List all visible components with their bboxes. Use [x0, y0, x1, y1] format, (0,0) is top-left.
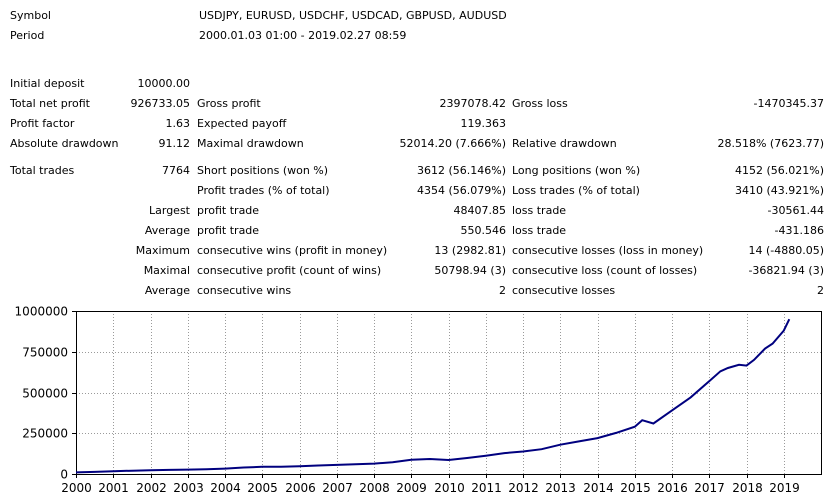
max-consecutive-wins-label: consecutive wins (profit in money)	[197, 244, 388, 257]
y-tick-label: 1000000	[15, 305, 68, 319]
x-tick-label: 2006	[285, 481, 316, 495]
initial-deposit-value: 10000.00	[137, 77, 191, 90]
maximum-label: Maximum	[135, 244, 190, 257]
y-tick-label: 750000	[22, 346, 68, 360]
gross-loss-value: -1470345.37	[753, 97, 824, 110]
average-label: Average	[144, 224, 190, 237]
balance-line	[75, 318, 791, 474]
x-tick-label: 2019	[769, 481, 800, 495]
max-consecutive-wins-value: 13 (2982.81)	[434, 244, 506, 257]
relative-drawdown-value: 28.518% (7623.77)	[717, 137, 824, 150]
average-loss-trade-label: loss trade	[512, 224, 567, 237]
average-profit-trade-value: 550.546	[460, 224, 507, 237]
x-tick-label: 2008	[359, 481, 390, 495]
relative-drawdown-label: Relative drawdown	[512, 137, 617, 150]
largest-loss-trade-value: -30561.44	[767, 204, 824, 217]
largest-profit-trade-value: 48407.85	[453, 204, 507, 217]
largest-profit-trade-label: profit trade	[197, 204, 260, 217]
x-tick-label: 2003	[173, 481, 204, 495]
x-tick-label: 2009	[396, 481, 427, 495]
x-tick-label: 2018	[732, 481, 763, 495]
loss-trades-label: Loss trades (% of total)	[512, 184, 640, 197]
period-value: 2000.01.03 01:00 - 2019.02.27 08:59	[199, 29, 407, 42]
total-trades-value: 7764	[162, 164, 190, 177]
long-positions-label: Long positions (won %)	[512, 164, 641, 177]
gross-loss-label: Gross loss	[512, 97, 568, 110]
y-axis: 0 250000 500000 750000 1000000	[15, 305, 76, 482]
max-consecutive-losses-label: consecutive losses (loss in money)	[512, 244, 704, 257]
expected-payoff-label: Expected payoff	[197, 117, 287, 130]
x-axis: 2000 2001 2002 2003 2004 2005 2006 2007 2008 2009…	[61, 474, 800, 495]
maximal-drawdown-label: Maximal drawdown	[197, 137, 304, 150]
initial-deposit-label: Initial deposit	[10, 77, 85, 90]
x-tick-label: 2002	[136, 481, 167, 495]
x-tick-label: 2000	[61, 481, 92, 495]
x-tick-label: 2010	[434, 481, 465, 495]
x-tick-label: 2011	[471, 481, 502, 495]
largest-loss-trade-label: loss trade	[512, 204, 567, 217]
average-profit-trade-label: profit trade	[197, 224, 260, 237]
gross-profit-value: 2397078.42	[439, 97, 506, 110]
average-consecutive-label: Average	[144, 284, 190, 297]
total-trades-label: Total trades	[10, 164, 75, 177]
y-tick-label: 500000	[22, 387, 68, 401]
largest-label: Largest	[149, 204, 190, 217]
gross-profit-label: Gross profit	[197, 97, 261, 110]
absolute-drawdown-value: 91.12	[158, 137, 191, 150]
x-tick-label: 2016	[657, 481, 688, 495]
profit-factor-label: Profit factor	[10, 117, 75, 130]
short-positions-value: 3612 (56.146%)	[416, 164, 506, 177]
average-consecutive-wins-value: 2	[499, 284, 506, 297]
absolute-drawdown-label: Absolute drawdown	[10, 137, 119, 150]
period-label: Period	[10, 29, 45, 42]
maximal-label: Maximal	[143, 264, 190, 277]
chart-grid	[76, 311, 821, 474]
x-tick-label: 2005	[247, 481, 278, 495]
loss-trades-value: 3410 (43.921%)	[734, 184, 824, 197]
x-tick-label: 2012	[508, 481, 539, 495]
x-tick-label: 2007	[322, 481, 353, 495]
symbol-value: USDJPY, EURUSD, USDCHF, USDCAD, GBPUSD, …	[199, 9, 507, 22]
y-tick-label: 250000	[22, 427, 68, 441]
profit-factor-value: 1.63	[165, 117, 191, 130]
symbol-label: Symbol	[10, 9, 51, 22]
profit-trades-value: 4354 (56.079%)	[416, 184, 506, 197]
average-consecutive-wins-label: consecutive wins	[197, 284, 292, 297]
maximal-consecutive-profit-value: 50798.94 (3)	[434, 264, 506, 277]
short-positions-label: Short positions (won %)	[197, 164, 329, 177]
maximal-consecutive-profit-label: consecutive profit (count of wins)	[197, 264, 382, 277]
x-tick-label: 2014	[583, 481, 614, 495]
maximal-consecutive-loss-label: consecutive loss (count of losses)	[512, 264, 698, 277]
x-tick-label: 2013	[545, 481, 576, 495]
total-net-profit-value: 926733.05	[130, 97, 191, 110]
y-tick-label: 0	[60, 468, 68, 482]
max-consecutive-losses-value: 14 (-4880.05)	[748, 244, 824, 257]
average-consecutive-losses-label: consecutive losses	[512, 284, 616, 297]
average-consecutive-losses-value: 2	[817, 284, 824, 297]
long-positions-value: 4152 (56.021%)	[734, 164, 824, 177]
total-net-profit-label: Total net profit	[10, 97, 90, 110]
x-tick-label: 2001	[98, 481, 129, 495]
maximal-consecutive-loss-value: -36821.94 (3)	[748, 264, 824, 277]
maximal-drawdown-value: 52014.20 (7.666%)	[399, 137, 506, 150]
x-tick-label: 2004	[210, 481, 241, 495]
x-tick-label: 2017	[694, 481, 725, 495]
x-tick-label: 2015	[620, 481, 651, 495]
profit-trades-label: Profit trades (% of total)	[197, 184, 330, 197]
expected-payoff-value: 119.363	[460, 117, 507, 130]
average-loss-trade-value: -431.186	[774, 224, 824, 237]
